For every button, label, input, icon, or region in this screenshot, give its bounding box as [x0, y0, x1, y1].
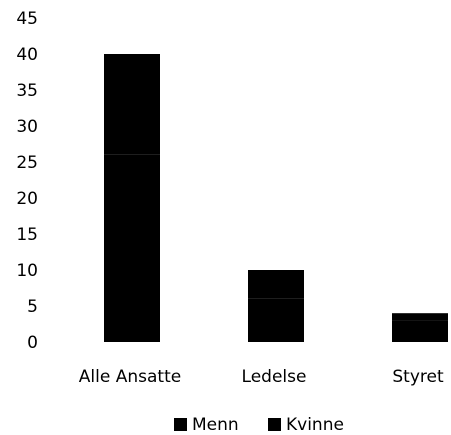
legend-swatch-menn [174, 418, 187, 431]
y-tick-label: 15 [16, 225, 38, 245]
x-category-label: Styret [392, 367, 444, 387]
bar-kvinne-ledelse [248, 270, 304, 299]
bar-kvinne-styret [392, 313, 448, 321]
y-tick-label: 0 [27, 333, 38, 353]
y-tick-label: 20 [16, 189, 38, 209]
legend-label-kvinne: Kvinne [286, 415, 344, 435]
y-tick-label: 30 [16, 117, 38, 137]
bar-menn-alle-ansatte [104, 154, 160, 342]
x-category-label: Ledelse [242, 367, 307, 387]
bar-menn-styret [392, 320, 448, 342]
y-tick-label: 35 [16, 81, 38, 101]
bars [104, 54, 448, 342]
y-axis: 0 5 10 15 20 25 30 35 40 45 [16, 9, 38, 353]
bar-menn-ledelse [248, 298, 304, 342]
y-tick-label: 45 [16, 9, 38, 29]
y-tick-label: 40 [16, 45, 38, 65]
x-category-label: Alle Ansatte [79, 367, 181, 387]
y-tick-label: 5 [27, 297, 38, 317]
legend-label-menn: Menn [192, 415, 239, 435]
legend-swatch-kvinne [268, 418, 281, 431]
legend: Menn Kvinne [174, 415, 344, 435]
bar-kvinne-alle-ansatte [104, 54, 160, 155]
x-axis: Alle Ansatte Ledelse Styret [79, 367, 444, 387]
y-tick-label: 10 [16, 261, 38, 281]
y-tick-label: 25 [16, 153, 38, 173]
